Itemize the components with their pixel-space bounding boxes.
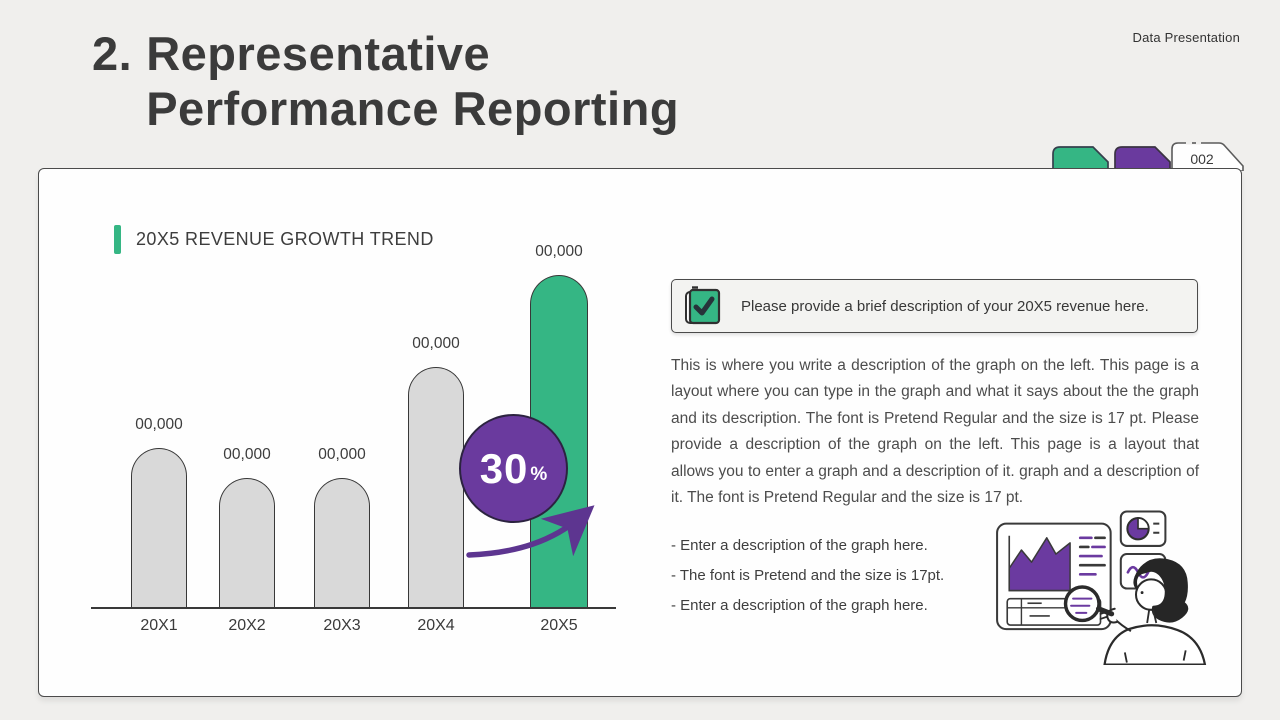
slide-title: 2. Representative Performance Reporting [92,26,679,136]
slide-title-line1: Representative [146,27,491,80]
category-label: 20X5 [540,617,578,634]
value-label: 00,000 [318,446,366,463]
content-card: 20X5 REVENUE GROWTH TREND 00,000 20X5 00,0… [38,168,1242,697]
bar-20X4 [408,367,464,608]
accent-bar-icon [114,225,121,254]
value-label: 00,000 [412,335,460,352]
category-label: 20X4 [417,617,455,634]
slide-title-line2: Performance Reporting [146,82,680,135]
note-item: - The font is Pretend and the size is 17… [671,567,945,584]
slide-title-text: Representative Performance Reporting [146,26,679,136]
page-number: 002 [1190,151,1214,167]
description-paragraph: This is where you write a description of… [671,357,1199,507]
growth-badge: 30 % [459,414,568,523]
purple-tab [1114,146,1171,171]
callout-text: Please provide a brief description of yo… [741,297,1149,315]
area-chart-icon [1008,537,1071,592]
green-tab [1052,146,1109,171]
index-tabs: 002 [1052,141,1244,171]
category-label: 20X1 [140,617,178,634]
note-item: - Enter a description of the graph here. [671,597,928,614]
category-label: 20X3 [323,617,361,634]
callout-box: Please provide a brief description of yo… [671,279,1198,333]
growth-value: 30 [479,444,529,492]
notes-list: - Enter a description of the graph here.… [671,531,1011,621]
checkbox-check-icon [685,286,721,325]
bar-20X3 [314,478,370,608]
chart-title: 20X5 REVENUE GROWTH TREND [136,229,434,249]
person-illustration [1099,558,1207,665]
bar-20X1 [131,448,187,608]
category-label: 20X2 [228,617,266,634]
bar-chart: 00,000 20X5 00,000 20X4 00,000 20X3 00,000 20X2… [39,169,679,649]
chart-heading: 20X5 REVENUE GROWTH TREND [114,225,434,254]
slide-title-number: 2. [92,27,133,80]
value-label: 00,000 [223,446,271,463]
value-label: 00,000 [135,416,183,433]
pie-chart-icon [1119,510,1167,547]
value-label: 00,000 [535,243,583,260]
x-axis-line [91,607,616,609]
magnifier-icon [1063,585,1115,623]
corner-label: Data Presentation [1132,30,1240,45]
bar-20X2 [219,478,275,608]
page-number-tab [1171,142,1244,171]
note-item: - Enter a description of the graph here. [671,537,928,554]
growth-unit: % [530,463,548,485]
analytics-illustration [996,510,1207,665]
list-dashes-icon [1078,536,1106,576]
